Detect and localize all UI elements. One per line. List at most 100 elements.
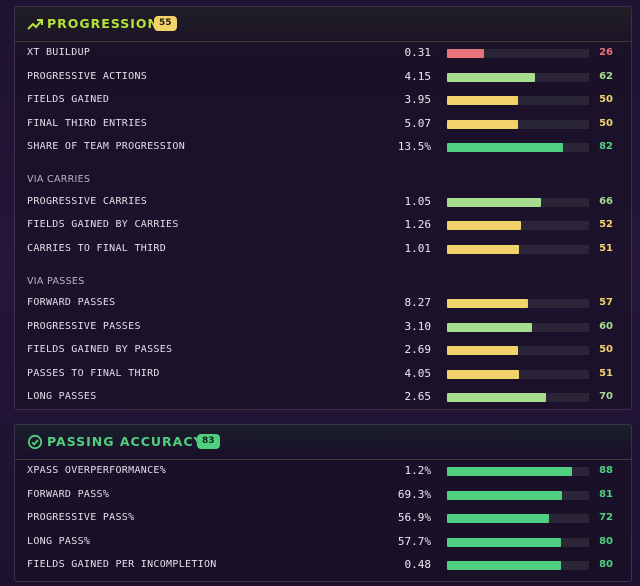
trending-up-icon	[27, 19, 43, 30]
percentile-bar-track	[447, 120, 589, 129]
percentile-bar-track	[447, 491, 589, 500]
percentile-value: 26	[599, 47, 613, 58]
percentile-bar-track	[447, 393, 589, 402]
percentile-bar-track	[447, 96, 589, 105]
percentile-bar-fill	[447, 561, 561, 570]
stat-value: 1.2%	[404, 464, 432, 477]
check-circle-icon	[27, 434, 43, 450]
percentile-bar-track	[447, 514, 589, 523]
passing-accuracy-header: PASSING ACCURACY 83	[15, 425, 631, 460]
percentile-bar-fill	[447, 198, 541, 207]
stat-label: CARRIES TO FINAL THIRD	[27, 243, 167, 254]
percentile-bar-fill	[447, 491, 563, 500]
percentile-value: 70	[599, 391, 613, 402]
stat-row: SHARE OF TEAM PROGRESSION 13.5% 82	[15, 138, 631, 158]
percentile-bar-fill	[447, 538, 561, 547]
percentile-bar-track	[447, 323, 589, 332]
stat-row: PASSES TO FINAL THIRD 4.05 51	[15, 365, 631, 385]
percentile-bar-track	[447, 198, 589, 207]
stat-value: 0.48	[404, 558, 432, 571]
progression-score-badge: 55	[154, 16, 177, 31]
percentile-bar-fill	[447, 514, 550, 523]
percentile-value: 52	[599, 219, 613, 230]
percentile-bar-fill	[447, 49, 484, 58]
percentile-value: 62	[599, 71, 613, 82]
percentile-value: 72	[599, 512, 613, 523]
stat-value: 69.3%	[397, 488, 431, 501]
stat-label: PROGRESSIVE PASSES	[27, 321, 141, 332]
percentile-bar-fill	[447, 120, 518, 129]
percentile-value: 80	[599, 559, 613, 570]
percentile-bar-track	[447, 370, 589, 379]
percentile-value: 82	[599, 141, 613, 152]
stat-label: FINAL THIRD ENTRIES	[27, 118, 148, 129]
stat-label: FIELDS GAINED BY PASSES	[27, 344, 173, 355]
stat-label: XPASS OVERPERFORMANCE%	[27, 465, 167, 476]
stat-label: LONG PASS%	[27, 536, 91, 547]
percentile-value: 50	[599, 118, 613, 129]
stat-value: 8.27	[404, 296, 432, 309]
stat-row: LONG PASS% 57.7% 80	[15, 533, 631, 553]
percentile-bar-fill	[447, 245, 520, 254]
progression-header: PROGRESSION 55	[15, 7, 631, 42]
stat-value: 57.7%	[397, 535, 431, 548]
stat-value: 1.05	[404, 195, 432, 208]
stat-label: PROGRESSIVE PASS%	[27, 512, 135, 523]
stat-row: XT BUILDUP 0.31 26	[15, 44, 631, 64]
passing-accuracy-score-badge: 83	[197, 434, 220, 449]
stat-row: FORWARD PASSES 8.27 57	[15, 294, 631, 314]
stat-value: 2.69	[404, 343, 432, 356]
stat-label: FORWARD PASSES	[27, 297, 116, 308]
percentile-value: 81	[599, 489, 613, 500]
stat-row: FIELDS GAINED 3.95 50	[15, 91, 631, 111]
percentile-bar-track	[447, 561, 589, 570]
stat-row: CARRIES TO FINAL THIRD 1.01 51	[15, 240, 631, 260]
percentile-bar-track	[447, 467, 589, 476]
stat-label: LONG PASSES	[27, 391, 97, 402]
stat-value: 4.15	[404, 70, 432, 83]
percentile-bar-track	[447, 143, 589, 152]
stat-label: PROGRESSIVE CARRIES	[27, 196, 148, 207]
percentile-bar-fill	[447, 96, 518, 105]
stat-row: FINAL THIRD ENTRIES 5.07 50	[15, 115, 631, 135]
passing-accuracy-panel: PASSING ACCURACY 83 XPASS OVERPERFORMANC…	[14, 424, 632, 582]
stat-value: 4.05	[404, 367, 432, 380]
stat-label: FIELDS GAINED	[27, 94, 110, 105]
percentile-bar-fill	[447, 299, 528, 308]
stat-row: FIELDS GAINED BY PASSES 2.69 50	[15, 341, 631, 361]
stat-label: PASSES TO FINAL THIRD	[27, 368, 160, 379]
passing-accuracy-title: PASSING ACCURACY	[47, 434, 204, 449]
percentile-value: 57	[599, 297, 613, 308]
percentile-value: 51	[599, 243, 613, 254]
stat-row: PROGRESSIVE PASSES 3.10 60	[15, 318, 631, 338]
stat-row: LONG PASSES 2.65 70	[15, 388, 631, 408]
percentile-bar-fill	[447, 467, 572, 476]
percentile-bar-track	[447, 245, 589, 254]
stat-row: PROGRESSIVE PASS% 56.9% 72	[15, 509, 631, 529]
stat-label: SHARE OF TEAM PROGRESSION	[27, 141, 186, 152]
percentile-value: 50	[599, 94, 613, 105]
stat-value: 1.26	[404, 218, 432, 231]
stat-value: 3.10	[404, 320, 432, 333]
stat-value: 2.65	[404, 390, 432, 403]
via-passes-heading: VIA PASSES	[27, 276, 85, 287]
stat-row: FIELDS GAINED BY CARRIES 1.26 52	[15, 216, 631, 236]
stat-value: 3.95	[404, 93, 432, 106]
stat-row: XPASS OVERPERFORMANCE% 1.2% 88	[15, 462, 631, 482]
stat-value: 5.07	[404, 117, 432, 130]
percentile-bar-fill	[447, 143, 564, 152]
percentile-bar-track	[447, 299, 589, 308]
stat-value: 56.9%	[397, 511, 431, 524]
percentile-bar-fill	[447, 370, 520, 379]
percentile-bar-fill	[447, 346, 518, 355]
percentile-bar-track	[447, 221, 589, 230]
via-carries-heading: VIA CARRIES	[27, 174, 91, 185]
percentile-bar-fill	[447, 393, 547, 402]
percentile-bar-track	[447, 346, 589, 355]
percentile-bar-track	[447, 73, 589, 82]
percentile-value: 60	[599, 321, 613, 332]
stat-label: XT BUILDUP	[27, 47, 91, 58]
stat-row: PROGRESSIVE CARRIES 1.05 66	[15, 193, 631, 213]
stat-row: FORWARD PASS% 69.3% 81	[15, 486, 631, 506]
percentile-value: 51	[599, 368, 613, 379]
